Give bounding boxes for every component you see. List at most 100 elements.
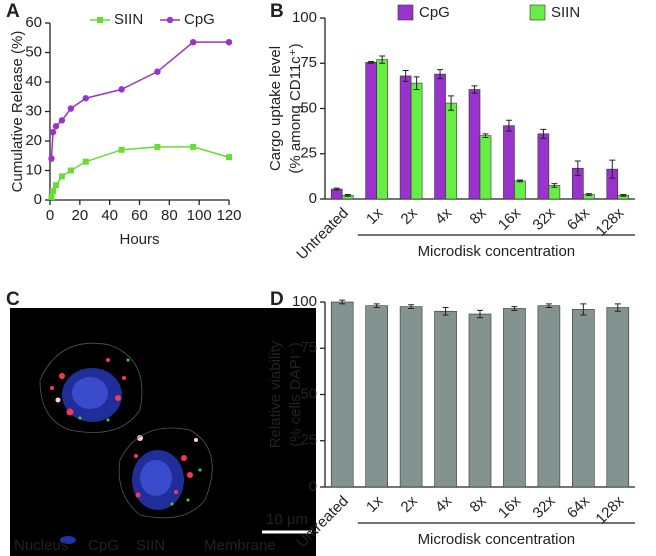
bar [503, 308, 526, 488]
x-tick-label: 16x [495, 204, 524, 233]
error-bar [609, 159, 616, 179]
error-bar [551, 183, 558, 188]
legend-marker [97, 17, 103, 23]
x-tick-label: 4x [432, 492, 456, 516]
x-tick-label: 32x [529, 492, 558, 521]
x-axis-label: Microdisk concentration [418, 531, 576, 548]
bar [537, 305, 561, 488]
error-bar [437, 69, 444, 80]
y-tick-label: 30 [25, 102, 42, 119]
marker [52, 182, 59, 189]
y-tick-label: 40 [25, 73, 42, 90]
y-axis-label: Relative viability [267, 340, 284, 448]
marker [190, 38, 197, 46]
x-tick-label: 8x [466, 492, 490, 516]
panel-label: C [6, 289, 20, 310]
x-tick-label: 20 [71, 207, 88, 224]
nucleus [72, 377, 108, 409]
error-bar [505, 119, 512, 132]
marker [118, 146, 125, 153]
bar [572, 309, 595, 488]
bar [514, 180, 526, 200]
marker [226, 154, 232, 161]
error-bar [448, 95, 455, 111]
bar [468, 313, 492, 488]
marker [190, 143, 197, 150]
error-bar [620, 193, 627, 197]
y-tick-label: 10 [25, 161, 42, 178]
x-axis-label: Microdisk concentration [418, 243, 576, 260]
x-tick-label: 60 [131, 207, 148, 224]
error-bar [540, 128, 547, 139]
x-tick-label: 2x [398, 492, 422, 516]
error-bar [344, 193, 351, 197]
x-tick-label: 1x [363, 204, 387, 228]
x-tick-label: 64x [564, 204, 593, 233]
image-background [10, 308, 316, 556]
legend-swatch [397, 4, 414, 21]
error-bar [373, 303, 380, 309]
bar [537, 133, 550, 200]
legend-label: SIIN [114, 11, 143, 28]
bar [434, 310, 457, 488]
x-axis-label: Hours [119, 231, 159, 248]
bar [468, 89, 481, 200]
y-tick-label: 100 [292, 293, 317, 310]
bar [365, 305, 388, 488]
y-axis-label: Cumulative Release (%) [9, 31, 26, 193]
marker [82, 95, 90, 102]
x-tick-label: 0 [46, 207, 54, 224]
x-tick-label: 16x [495, 492, 524, 521]
legend-label: CpG [419, 4, 450, 21]
channel-label: CpG [88, 537, 119, 554]
membrane [39, 342, 213, 519]
panel-label: D [270, 289, 284, 310]
channel-label: Nucleus [14, 537, 68, 554]
marker [58, 173, 65, 180]
x-tick-label: 128x [592, 492, 627, 527]
error-bar [580, 303, 587, 316]
legend-marker [166, 16, 174, 24]
error-bar [516, 179, 523, 183]
x-tick-label: 32x [529, 204, 558, 233]
panel-label: B [270, 1, 284, 22]
x-tick-label: 40 [101, 207, 118, 224]
y-tick-label: 50 [300, 385, 317, 402]
colocalized-dots [55, 397, 198, 442]
marker [82, 158, 89, 165]
error-bar [471, 85, 478, 94]
error-bar [379, 55, 386, 64]
bar [410, 82, 423, 200]
bar [330, 301, 354, 488]
micrograph [10, 308, 316, 556]
y-tick-label: 0 [34, 191, 42, 208]
legend-swatch [529, 4, 546, 21]
marker [225, 38, 233, 46]
marker [58, 117, 66, 124]
error-bar [402, 69, 409, 82]
x-tick-label: Untreated [293, 205, 352, 264]
error-bar [333, 187, 340, 191]
error-bar [339, 299, 346, 305]
error-bar [545, 303, 552, 309]
y-tick-label: 75 [300, 54, 317, 71]
series-line [50, 146, 230, 198]
bar [434, 73, 446, 200]
legend-label: CpG [184, 11, 215, 28]
bar [445, 102, 457, 200]
channel-label: Membrane [204, 537, 276, 554]
x-tick-label: 80 [161, 207, 178, 224]
nucleus [60, 536, 76, 544]
marker [118, 86, 125, 93]
error-bar [614, 303, 621, 312]
y-tick-label: 50 [25, 43, 42, 60]
error-bar [511, 306, 518, 311]
y-tick-label: 25 [300, 145, 317, 162]
error-bar [482, 133, 489, 138]
panel-label: A [6, 1, 20, 22]
marker [48, 194, 55, 201]
error-bar [442, 307, 449, 316]
bar [399, 306, 423, 488]
x-tick-label: 1x [363, 492, 387, 516]
